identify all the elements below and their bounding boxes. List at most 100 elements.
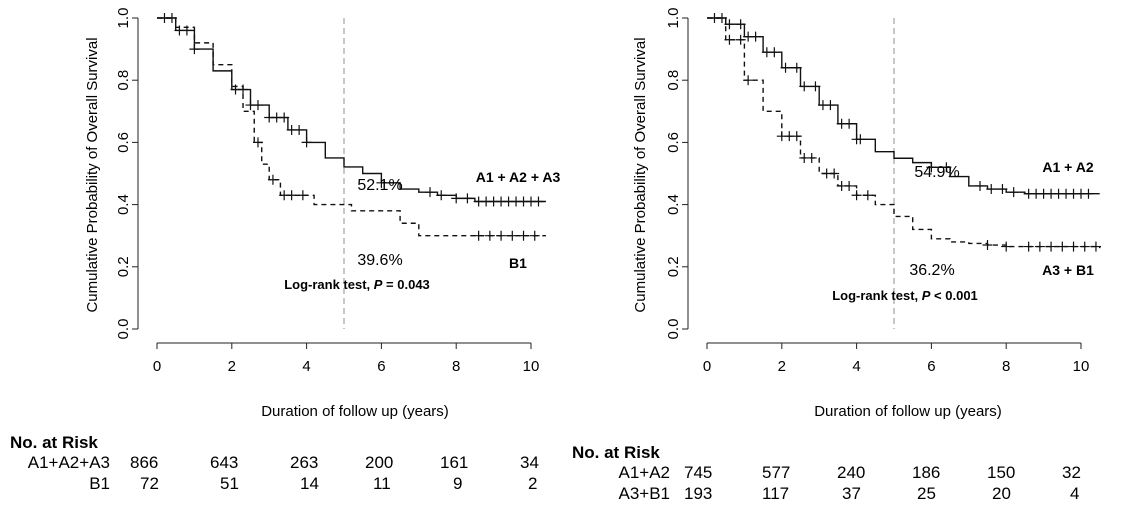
risk-value: 193: [684, 484, 712, 504]
risk-value: 150: [987, 463, 1015, 483]
censor-mark: [852, 190, 862, 200]
censor-mark: [1046, 242, 1056, 252]
x-tick-label: 0: [703, 358, 711, 375]
risk-value: 643: [210, 453, 238, 473]
survival-curve-dashed: [157, 18, 546, 236]
censor-mark: [751, 32, 761, 42]
risk-value: 14: [300, 474, 319, 494]
risk-value: 72: [140, 474, 159, 494]
censor-mark: [425, 187, 435, 197]
x-tick-label: 6: [377, 358, 385, 375]
censor-mark: [1057, 242, 1067, 252]
censor-mark: [825, 100, 835, 110]
risk-table-right: No. at Risk A1+A2 745 577 240 186 150 32…: [572, 443, 1132, 505]
censor-mark: [189, 44, 199, 54]
censor-mark: [844, 181, 854, 191]
x-tick-label: 0: [153, 358, 161, 375]
y-tick-label: 0.0: [665, 319, 682, 340]
risk-row: B1 72 51 14 11 9 2: [10, 474, 570, 495]
risk-value: 11: [373, 474, 391, 494]
censor-mark: [1009, 187, 1019, 197]
censor-mark: [253, 100, 263, 110]
censor-mark: [462, 193, 472, 203]
risk-table-title: No. at Risk: [10, 433, 570, 453]
risk-value: 866: [130, 453, 158, 473]
risk-value: 186: [912, 463, 940, 483]
y-tick-label: 1.0: [115, 8, 132, 29]
y-tick-label: 0.4: [665, 194, 682, 215]
censor-mark: [496, 231, 506, 241]
series-label: A3 + B1: [1042, 262, 1094, 278]
x-tick-label: 8: [452, 358, 460, 375]
risk-table-left: No. at Risk A1+A2+A3 866 643 263 200 161…: [10, 433, 570, 495]
y-tick-label: 1.0: [665, 8, 682, 29]
risk-value: 117: [762, 484, 789, 504]
risk-row: A3+B1 193 117 37 25 20 4: [572, 484, 1132, 505]
censor-mark: [298, 190, 308, 200]
censor-mark: [1035, 242, 1045, 252]
censor-mark: [287, 190, 297, 200]
x-axis-label: Duration of follow up (years): [814, 403, 1002, 420]
censor-mark: [844, 119, 854, 129]
risk-row-label: A3+B1: [572, 484, 670, 504]
risk-value: 4: [1070, 484, 1079, 504]
x-tick-label: 8: [1002, 358, 1010, 375]
x-tick-label: 10: [1073, 358, 1090, 375]
censor-mark: [1069, 242, 1079, 252]
censor-mark: [975, 181, 985, 191]
risk-table-title: No. at Risk: [572, 443, 1132, 463]
censor-mark: [1091, 242, 1101, 252]
censor-mark: [1083, 189, 1093, 199]
survival-annotation: 52.1%: [357, 177, 402, 194]
log-rank-test-label: Log-rank test, P = 0.043: [284, 277, 430, 292]
survival-curve-solid: [707, 18, 1100, 194]
risk-row: A1+A2+A3 866 643 263 200 161 34: [10, 453, 570, 474]
risk-value: 51: [220, 474, 239, 494]
risk-value: 25: [917, 484, 936, 504]
y-tick-label: 0.6: [115, 132, 132, 153]
risk-value: 240: [837, 463, 865, 483]
risk-value: 2: [528, 474, 537, 494]
y-tick-label: 0.8: [115, 70, 132, 91]
series-label: A1 + A2 + A3: [476, 169, 561, 185]
censor-mark: [1080, 242, 1090, 252]
log-rank-test-label: Log-rank test, P < 0.001: [832, 288, 978, 303]
y-axis-label: Cumulative Probability of Overall Surviv…: [632, 37, 649, 312]
x-tick-label: 2: [778, 358, 786, 375]
risk-value: 37: [842, 484, 861, 504]
censor-mark: [302, 137, 312, 147]
censor-mark: [807, 153, 817, 163]
y-tick-label: 0.6: [665, 132, 682, 153]
risk-row: A1+A2 745 577 240 186 150 32: [572, 463, 1132, 484]
y-tick-label: 0.8: [665, 70, 682, 91]
risk-value: 20: [992, 484, 1011, 504]
censor-mark: [769, 47, 779, 57]
x-tick-label: 4: [852, 358, 860, 375]
y-tick-label: 0.2: [665, 256, 682, 277]
risk-row-label: A1+A2+A3: [10, 453, 110, 473]
figure-canvas: 0.0 0.2 0.4 0.6 0.8 1.0 0 2 4 6 8 10 Cumulative Prob…: [0, 0, 1137, 430]
censor-mark: [743, 75, 753, 85]
risk-value: 32: [1062, 463, 1081, 483]
x-tick-label: 6: [927, 358, 935, 375]
censor-mark: [485, 231, 495, 241]
censor-mark: [1024, 242, 1034, 252]
censor-mark: [519, 231, 529, 241]
risk-value: 745: [684, 463, 712, 483]
series-label: A1 + A2: [1042, 159, 1093, 175]
x-tick-label: 2: [228, 358, 236, 375]
survival-annotation: 54.9%: [914, 164, 959, 181]
y-tick-label: 0.4: [115, 194, 132, 215]
censor-mark: [474, 231, 484, 241]
censor-mark: [530, 231, 540, 241]
x-axis-label: Duration of follow up (years): [261, 403, 449, 420]
censor-mark: [294, 125, 304, 135]
x-tick-label: 10: [523, 358, 540, 375]
censor-mark: [1001, 242, 1011, 252]
risk-value: 34: [520, 453, 539, 473]
censor-mark: [507, 231, 517, 241]
survival-annotation: 36.2%: [909, 262, 954, 279]
risk-row-label: A1+A2: [572, 463, 670, 483]
series-label: B1: [509, 255, 527, 271]
y-axis-label: Cumulative Probability of Overall Surviv…: [84, 37, 101, 312]
